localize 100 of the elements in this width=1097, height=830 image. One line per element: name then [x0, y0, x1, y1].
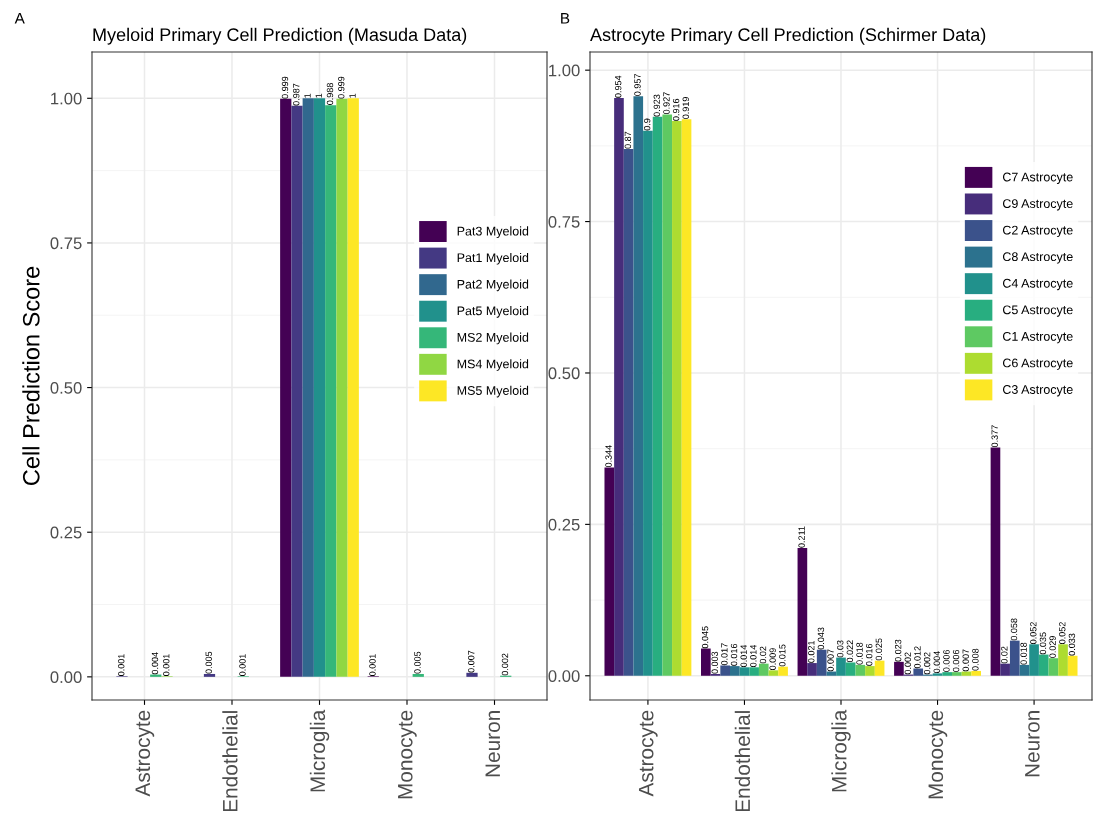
legend-label: Pat2 Myeloid	[457, 279, 529, 292]
data-label: 0.014	[750, 644, 757, 667]
data-label: 0.043	[817, 627, 825, 650]
data-label: 0.052	[1030, 622, 1037, 644]
legend-label: C6 Astrocyte	[1002, 358, 1073, 370]
bar	[291, 105, 303, 677]
x-tick-label: Neuron	[1025, 711, 1040, 777]
data-label: 0.001	[163, 654, 170, 676]
bar	[720, 665, 730, 676]
data-label: 0.9	[643, 118, 651, 131]
data-label: 0.987	[293, 83, 300, 106]
bar	[681, 119, 692, 676]
data-label: 0.03	[837, 640, 844, 658]
legend-label: C3 Astrocyte	[1002, 385, 1073, 397]
data-label: 0.052	[1059, 622, 1066, 644]
data-label: 0.003	[711, 651, 718, 674]
bar	[302, 98, 314, 677]
bar	[1048, 658, 1059, 676]
data-label: 0.006	[943, 649, 950, 672]
data-label: 0.988	[326, 83, 334, 105]
legend-label: MS5 Myeloid	[457, 385, 529, 398]
bar	[466, 672, 478, 677]
bar	[643, 130, 653, 676]
data-label: 0.001	[118, 654, 125, 676]
data-label: 0.035	[1039, 632, 1047, 655]
data-label: 0.009	[769, 648, 776, 670]
data-label: 0.02	[759, 646, 767, 664]
x-tick-label: Astrocyte	[638, 710, 658, 797]
bar	[971, 670, 981, 676]
y-tick-label: 0.25	[50, 526, 82, 539]
y-tick-label: 1.00	[51, 92, 82, 105]
data-label: 0.002	[904, 652, 911, 675]
data-label: 0.007	[827, 649, 834, 672]
data-label: 0.957	[634, 74, 641, 96]
data-label: 1	[315, 93, 322, 98]
data-label: 0.025	[875, 638, 883, 661]
data-label: 0.029	[1049, 636, 1056, 658]
x-tick-label: Microglia	[309, 709, 330, 792]
bar	[1058, 644, 1068, 676]
data-label: 0.377	[991, 425, 998, 448]
legend-label: C4 Astrocyte	[1002, 278, 1073, 291]
bar	[325, 105, 337, 677]
bar	[990, 447, 1001, 676]
data-label: 0.005	[205, 651, 212, 674]
data-label: 0.016	[730, 643, 738, 666]
bar	[347, 98, 359, 677]
bar	[1067, 655, 1078, 676]
bar	[1019, 664, 1030, 676]
bar	[313, 98, 326, 677]
y-tick-label: 0.00	[50, 671, 82, 684]
data-label: 0.999	[281, 76, 289, 99]
data-label: 0.012	[914, 646, 921, 669]
data-label: 0.211	[798, 526, 805, 548]
data-label: 0.058	[1010, 618, 1018, 641]
x-tick-label: Endothelial	[222, 711, 238, 812]
bar	[633, 96, 644, 676]
data-label: 0.007	[468, 650, 475, 673]
bar	[604, 467, 615, 676]
data-label: 0.87	[624, 131, 632, 149]
bar	[662, 114, 673, 676]
bar	[845, 662, 856, 676]
bar	[614, 98, 624, 676]
legend-label: C7 Astrocyte	[1002, 172, 1073, 184]
data-label: 0.005	[414, 651, 421, 674]
bar	[836, 657, 846, 676]
y-tick-label: 0.50	[548, 367, 580, 380]
data-label: 0.004	[151, 652, 159, 675]
y-tick-label: 1.00	[549, 64, 580, 77]
bar	[768, 670, 779, 676]
chart-title: Astrocyte Primary Cell Prediction (Schirmer Data)	[590, 27, 986, 45]
text: A	[14, 13, 25, 24]
data-label: 0.954	[614, 75, 622, 98]
bar	[816, 649, 827, 676]
data-label: 0.916	[672, 98, 680, 121]
data-label: 0.002	[501, 653, 509, 676]
bar	[203, 673, 216, 677]
data-label: 0.008	[972, 648, 979, 671]
bar	[874, 660, 885, 676]
data-label: 0.023	[894, 639, 902, 662]
y-tick-label: 0.00	[548, 670, 580, 682]
bar	[758, 663, 769, 676]
data-label: 0.927	[663, 92, 670, 115]
data-label: 0.022	[846, 640, 854, 663]
text: B	[561, 13, 570, 24]
y-axis-title: Cell Prediction Score	[22, 266, 40, 486]
bar	[729, 666, 740, 676]
data-label: 0.033	[1068, 633, 1076, 656]
y-tick-label: 0.75	[50, 237, 82, 250]
bar	[942, 672, 953, 676]
data-label: 0.045	[701, 626, 709, 649]
legend-label: Pat5 Myeloid	[457, 306, 529, 318]
bar	[855, 664, 866, 676]
data-label: 0.923	[653, 94, 660, 117]
data-label: 0.014	[740, 644, 747, 667]
data-label: 0.002	[923, 652, 931, 675]
bar	[280, 98, 292, 677]
bar	[412, 673, 424, 677]
data-label: 0.344	[605, 445, 612, 468]
data-label: 0.001	[369, 654, 376, 676]
y-tick-label: 0.25	[548, 518, 580, 531]
